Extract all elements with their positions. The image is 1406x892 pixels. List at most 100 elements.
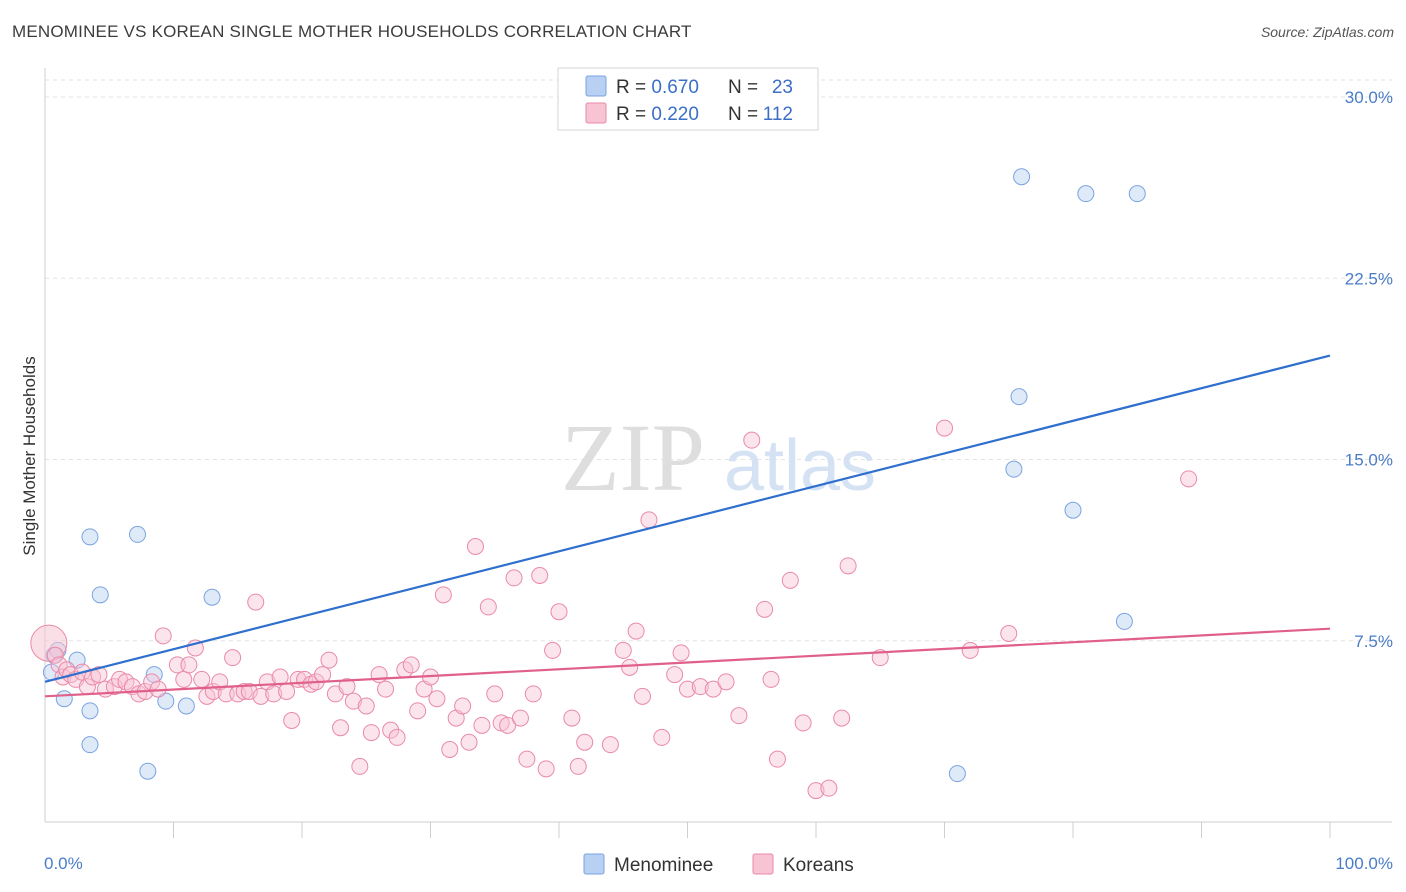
svg-text:N =: N = (728, 77, 758, 98)
legend-n-value: 112 (763, 104, 793, 125)
data-point (871, 649, 889, 667)
data-point (252, 687, 270, 705)
data-point (1005, 460, 1023, 478)
data-point (948, 765, 966, 783)
data-point (794, 714, 812, 732)
legend-bottom-label-menominee: Menominee (614, 855, 713, 876)
data-point (55, 690, 73, 708)
watermark: ZIP atlas (561, 404, 876, 511)
data-point (357, 697, 375, 715)
data-point (518, 750, 536, 768)
data-point (111, 670, 129, 688)
legend-r-label: R = (616, 104, 651, 125)
data-point (344, 692, 362, 710)
data-point (247, 593, 265, 611)
data-point (756, 600, 774, 618)
x-tick-label: 0.0% (44, 854, 83, 873)
data-point (1128, 185, 1146, 203)
data-point (81, 528, 99, 546)
data-point (833, 709, 851, 727)
data-point (679, 680, 696, 698)
data-point (454, 697, 472, 715)
svg-text:R = 0.670: R = 0.670 (616, 77, 699, 98)
trend-lines (44, 354, 1331, 698)
data-point (224, 649, 242, 667)
data-point (820, 779, 838, 797)
y-tick-label: 15.0% (1345, 451, 1393, 470)
legend-bottom-swatch-menominee (583, 853, 605, 875)
data-point (129, 525, 147, 543)
data-point (653, 728, 671, 746)
data-point (81, 736, 99, 754)
legend-r-label: R = (616, 77, 651, 98)
data-point (762, 670, 780, 688)
data-point (511, 709, 529, 727)
data-point (569, 757, 587, 775)
trend-line (44, 627, 1331, 698)
data-point (768, 750, 786, 768)
y-tick-label: 22.5% (1345, 269, 1393, 288)
data-point (460, 733, 478, 751)
data-point (936, 419, 953, 437)
legend-n-label: N = (728, 77, 758, 98)
data-point (479, 598, 497, 616)
data-point (839, 557, 857, 575)
data-point (351, 757, 369, 775)
legend-n-label: N = (728, 104, 758, 125)
data-point (1000, 625, 1018, 642)
data-point (90, 666, 108, 684)
legend-swatch-menominee (585, 75, 607, 97)
data-point (743, 431, 761, 449)
legend-top: R = 0.670 N = 23 R = 0.220 N = 112 (557, 67, 819, 131)
data-point (544, 641, 562, 659)
data-point (180, 656, 198, 674)
data-point (621, 658, 639, 676)
data-point (265, 685, 283, 703)
data-point (672, 644, 690, 662)
data-point (428, 690, 446, 708)
data-point (203, 588, 221, 606)
gridlines (45, 79, 1392, 642)
data-point (409, 702, 427, 720)
data-point (576, 733, 594, 751)
data-point (332, 719, 350, 737)
data-point (473, 716, 491, 734)
legend-n-value: 23 (772, 77, 793, 98)
data-point (1115, 612, 1133, 630)
axes (44, 68, 1392, 838)
data-point (807, 782, 825, 800)
data-point (1064, 501, 1082, 519)
data-point (640, 511, 658, 529)
data-point (505, 569, 523, 587)
data-point (434, 586, 452, 604)
data-point (370, 666, 388, 684)
legend-r-value: 0.670 (651, 77, 699, 98)
svg-text:R = 0.220: R = 0.220 (616, 104, 699, 125)
data-point (466, 538, 484, 555)
legend-swatch-koreans (585, 102, 607, 124)
y-tick-label: 7.5% (1354, 632, 1393, 651)
data-point (634, 687, 652, 705)
data-point (278, 683, 296, 700)
data-point (81, 702, 99, 720)
data-point (524, 685, 542, 703)
data-point (627, 622, 645, 640)
data-point (193, 670, 211, 688)
data-point (666, 666, 684, 684)
data-point (1010, 388, 1028, 406)
data-point (30, 624, 68, 662)
data-point (46, 646, 64, 664)
data-point (601, 736, 619, 754)
data-point (320, 651, 338, 669)
chart-source: Source: ZipAtlas.com (1260, 24, 1394, 40)
watermark-zip: ZIP (561, 404, 705, 511)
data-point (177, 697, 195, 715)
data-point (283, 712, 301, 729)
data-point (175, 670, 193, 688)
data-point (550, 603, 568, 621)
data-point (388, 728, 406, 746)
data-point (563, 709, 581, 727)
chart-title: MENOMINEE VS KOREAN SINGLE MOTHER HOUSEH… (12, 22, 692, 41)
trend-line (44, 354, 1331, 683)
